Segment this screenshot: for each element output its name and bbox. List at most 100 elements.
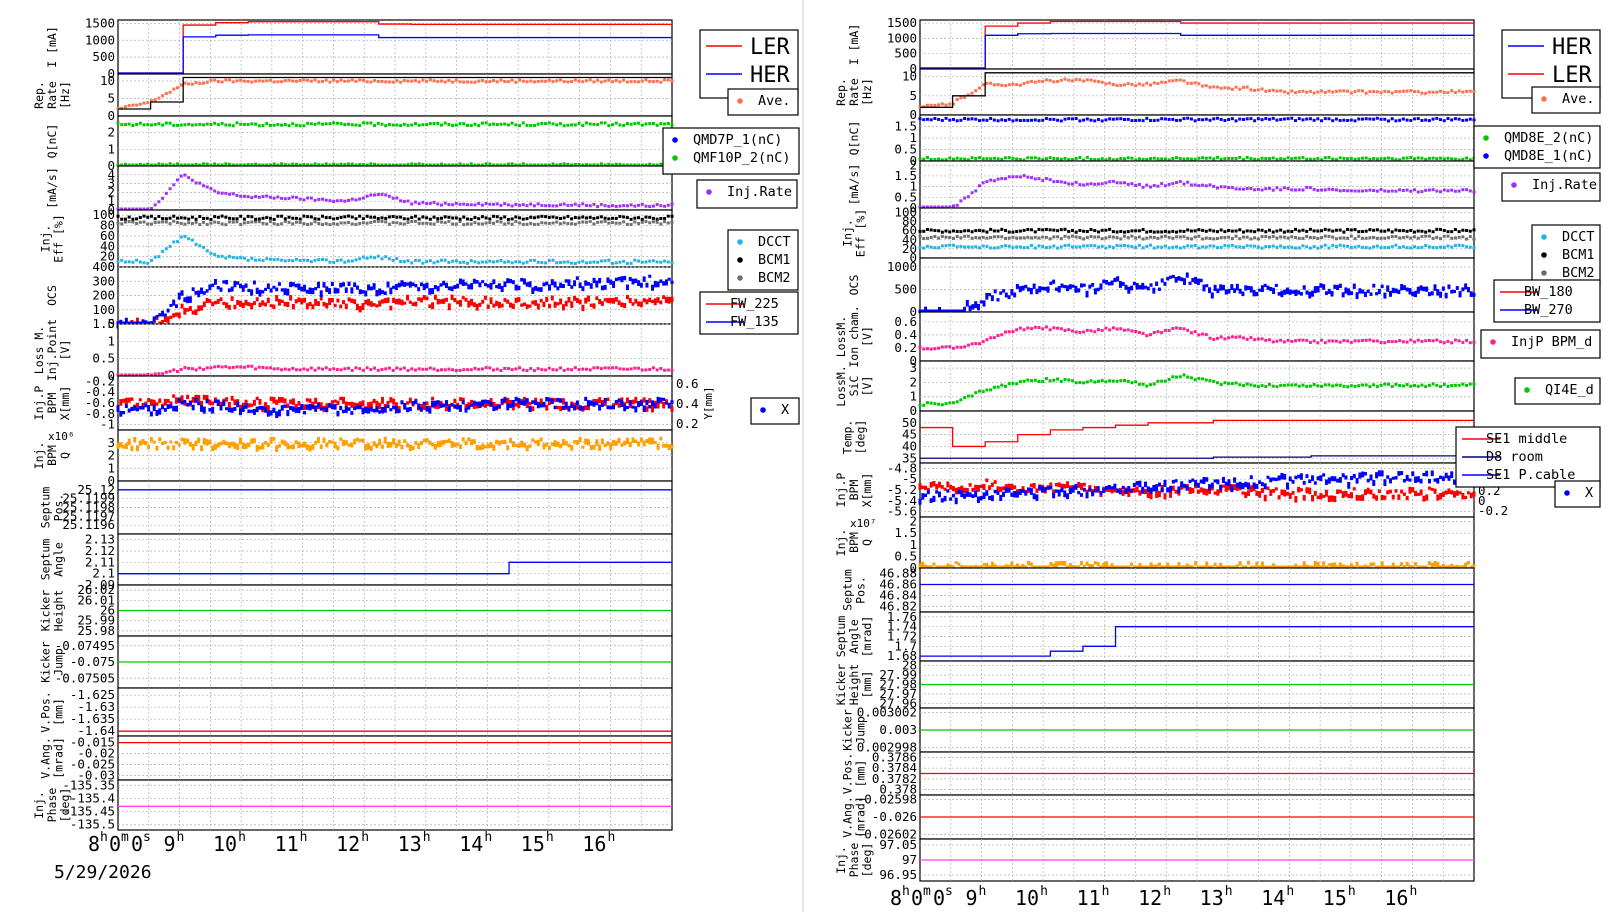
data-point bbox=[1283, 186, 1286, 189]
data-point bbox=[169, 217, 172, 220]
data-point bbox=[265, 194, 268, 197]
data-point bbox=[262, 124, 265, 127]
data-point bbox=[306, 122, 309, 125]
data-point bbox=[487, 284, 490, 287]
data-point bbox=[1380, 188, 1383, 191]
data-point bbox=[1346, 245, 1349, 248]
data-point bbox=[1294, 189, 1297, 192]
data-point bbox=[1269, 489, 1272, 496]
y-axis-label: [mA/s] bbox=[45, 167, 59, 209]
data-point bbox=[1038, 286, 1041, 292]
data-point bbox=[1319, 493, 1322, 499]
data-point bbox=[250, 257, 253, 260]
data-point bbox=[576, 298, 579, 303]
y-tick-label: -135.5 bbox=[70, 817, 115, 832]
data-point bbox=[960, 486, 963, 491]
data-point bbox=[1354, 385, 1357, 388]
data-point bbox=[1142, 238, 1145, 241]
data-point bbox=[317, 80, 320, 83]
data-point bbox=[444, 368, 447, 371]
data-point bbox=[477, 368, 480, 371]
data-point bbox=[1190, 158, 1193, 161]
data-point bbox=[496, 202, 499, 205]
y-tick-label: 1 bbox=[909, 389, 917, 404]
data-point bbox=[1261, 482, 1264, 486]
data-point bbox=[1136, 486, 1139, 492]
data-point bbox=[529, 281, 532, 287]
data-point bbox=[395, 284, 398, 290]
data-point bbox=[232, 366, 235, 369]
data-point bbox=[989, 117, 992, 120]
data-point bbox=[426, 406, 429, 412]
data-point bbox=[654, 441, 657, 444]
data-point bbox=[1171, 118, 1174, 121]
data-point bbox=[169, 316, 172, 319]
data-point bbox=[473, 123, 476, 126]
data-point bbox=[197, 290, 200, 297]
data-point bbox=[1071, 235, 1074, 238]
data-point bbox=[1344, 287, 1347, 293]
data-point bbox=[1272, 385, 1275, 388]
data-point bbox=[347, 80, 350, 83]
data-point bbox=[451, 260, 454, 263]
data-point bbox=[1088, 285, 1091, 289]
data-point bbox=[434, 401, 437, 407]
data-point bbox=[1010, 289, 1013, 295]
data-point bbox=[1078, 78, 1081, 81]
data-point bbox=[1136, 481, 1139, 485]
data-point bbox=[1086, 230, 1089, 233]
data-point bbox=[1365, 383, 1368, 386]
data-point bbox=[1049, 156, 1052, 159]
data-point bbox=[470, 203, 473, 206]
data-point bbox=[1298, 188, 1301, 191]
data-point bbox=[378, 439, 381, 446]
data-point bbox=[978, 390, 981, 393]
y-axis-label: Eff [%] bbox=[854, 209, 868, 257]
data-point bbox=[347, 215, 350, 218]
data-point bbox=[1301, 90, 1304, 93]
data-point bbox=[1026, 326, 1029, 329]
data-point bbox=[1175, 79, 1178, 82]
data-point bbox=[626, 122, 629, 125]
data-point bbox=[1350, 189, 1353, 192]
data-point bbox=[1189, 282, 1192, 285]
data-point bbox=[1278, 292, 1281, 296]
data-point bbox=[1023, 246, 1026, 249]
data-point bbox=[1386, 285, 1389, 291]
data-point bbox=[292, 398, 295, 405]
data-point bbox=[592, 203, 595, 206]
data-point bbox=[559, 261, 562, 264]
data-point bbox=[1298, 339, 1301, 342]
data-point bbox=[373, 163, 376, 166]
data-point bbox=[1083, 483, 1086, 487]
data-point bbox=[1179, 247, 1182, 250]
data-point bbox=[275, 295, 278, 301]
data-point bbox=[671, 281, 674, 284]
data-point bbox=[648, 216, 651, 219]
data-point bbox=[589, 122, 592, 125]
data-point bbox=[164, 399, 167, 406]
data-point bbox=[310, 80, 313, 83]
data-point bbox=[1035, 289, 1038, 294]
data-point bbox=[143, 123, 146, 126]
data-point bbox=[492, 215, 495, 218]
data-point bbox=[143, 102, 146, 105]
data-point bbox=[1055, 288, 1058, 291]
data-point bbox=[300, 404, 303, 410]
data-point bbox=[1171, 230, 1174, 233]
data-point bbox=[202, 246, 205, 249]
data-point bbox=[626, 295, 629, 299]
data-point bbox=[1308, 480, 1311, 484]
data-point bbox=[270, 288, 273, 292]
data-point bbox=[648, 260, 651, 263]
data-point bbox=[1019, 236, 1022, 239]
data-point bbox=[125, 398, 128, 405]
data-point bbox=[1420, 119, 1423, 122]
data-point bbox=[165, 92, 168, 95]
data-point bbox=[176, 124, 179, 127]
data-point bbox=[276, 258, 279, 261]
data-point bbox=[270, 410, 273, 415]
data-point bbox=[417, 443, 420, 449]
data-point bbox=[155, 402, 158, 405]
data-point bbox=[314, 79, 317, 82]
